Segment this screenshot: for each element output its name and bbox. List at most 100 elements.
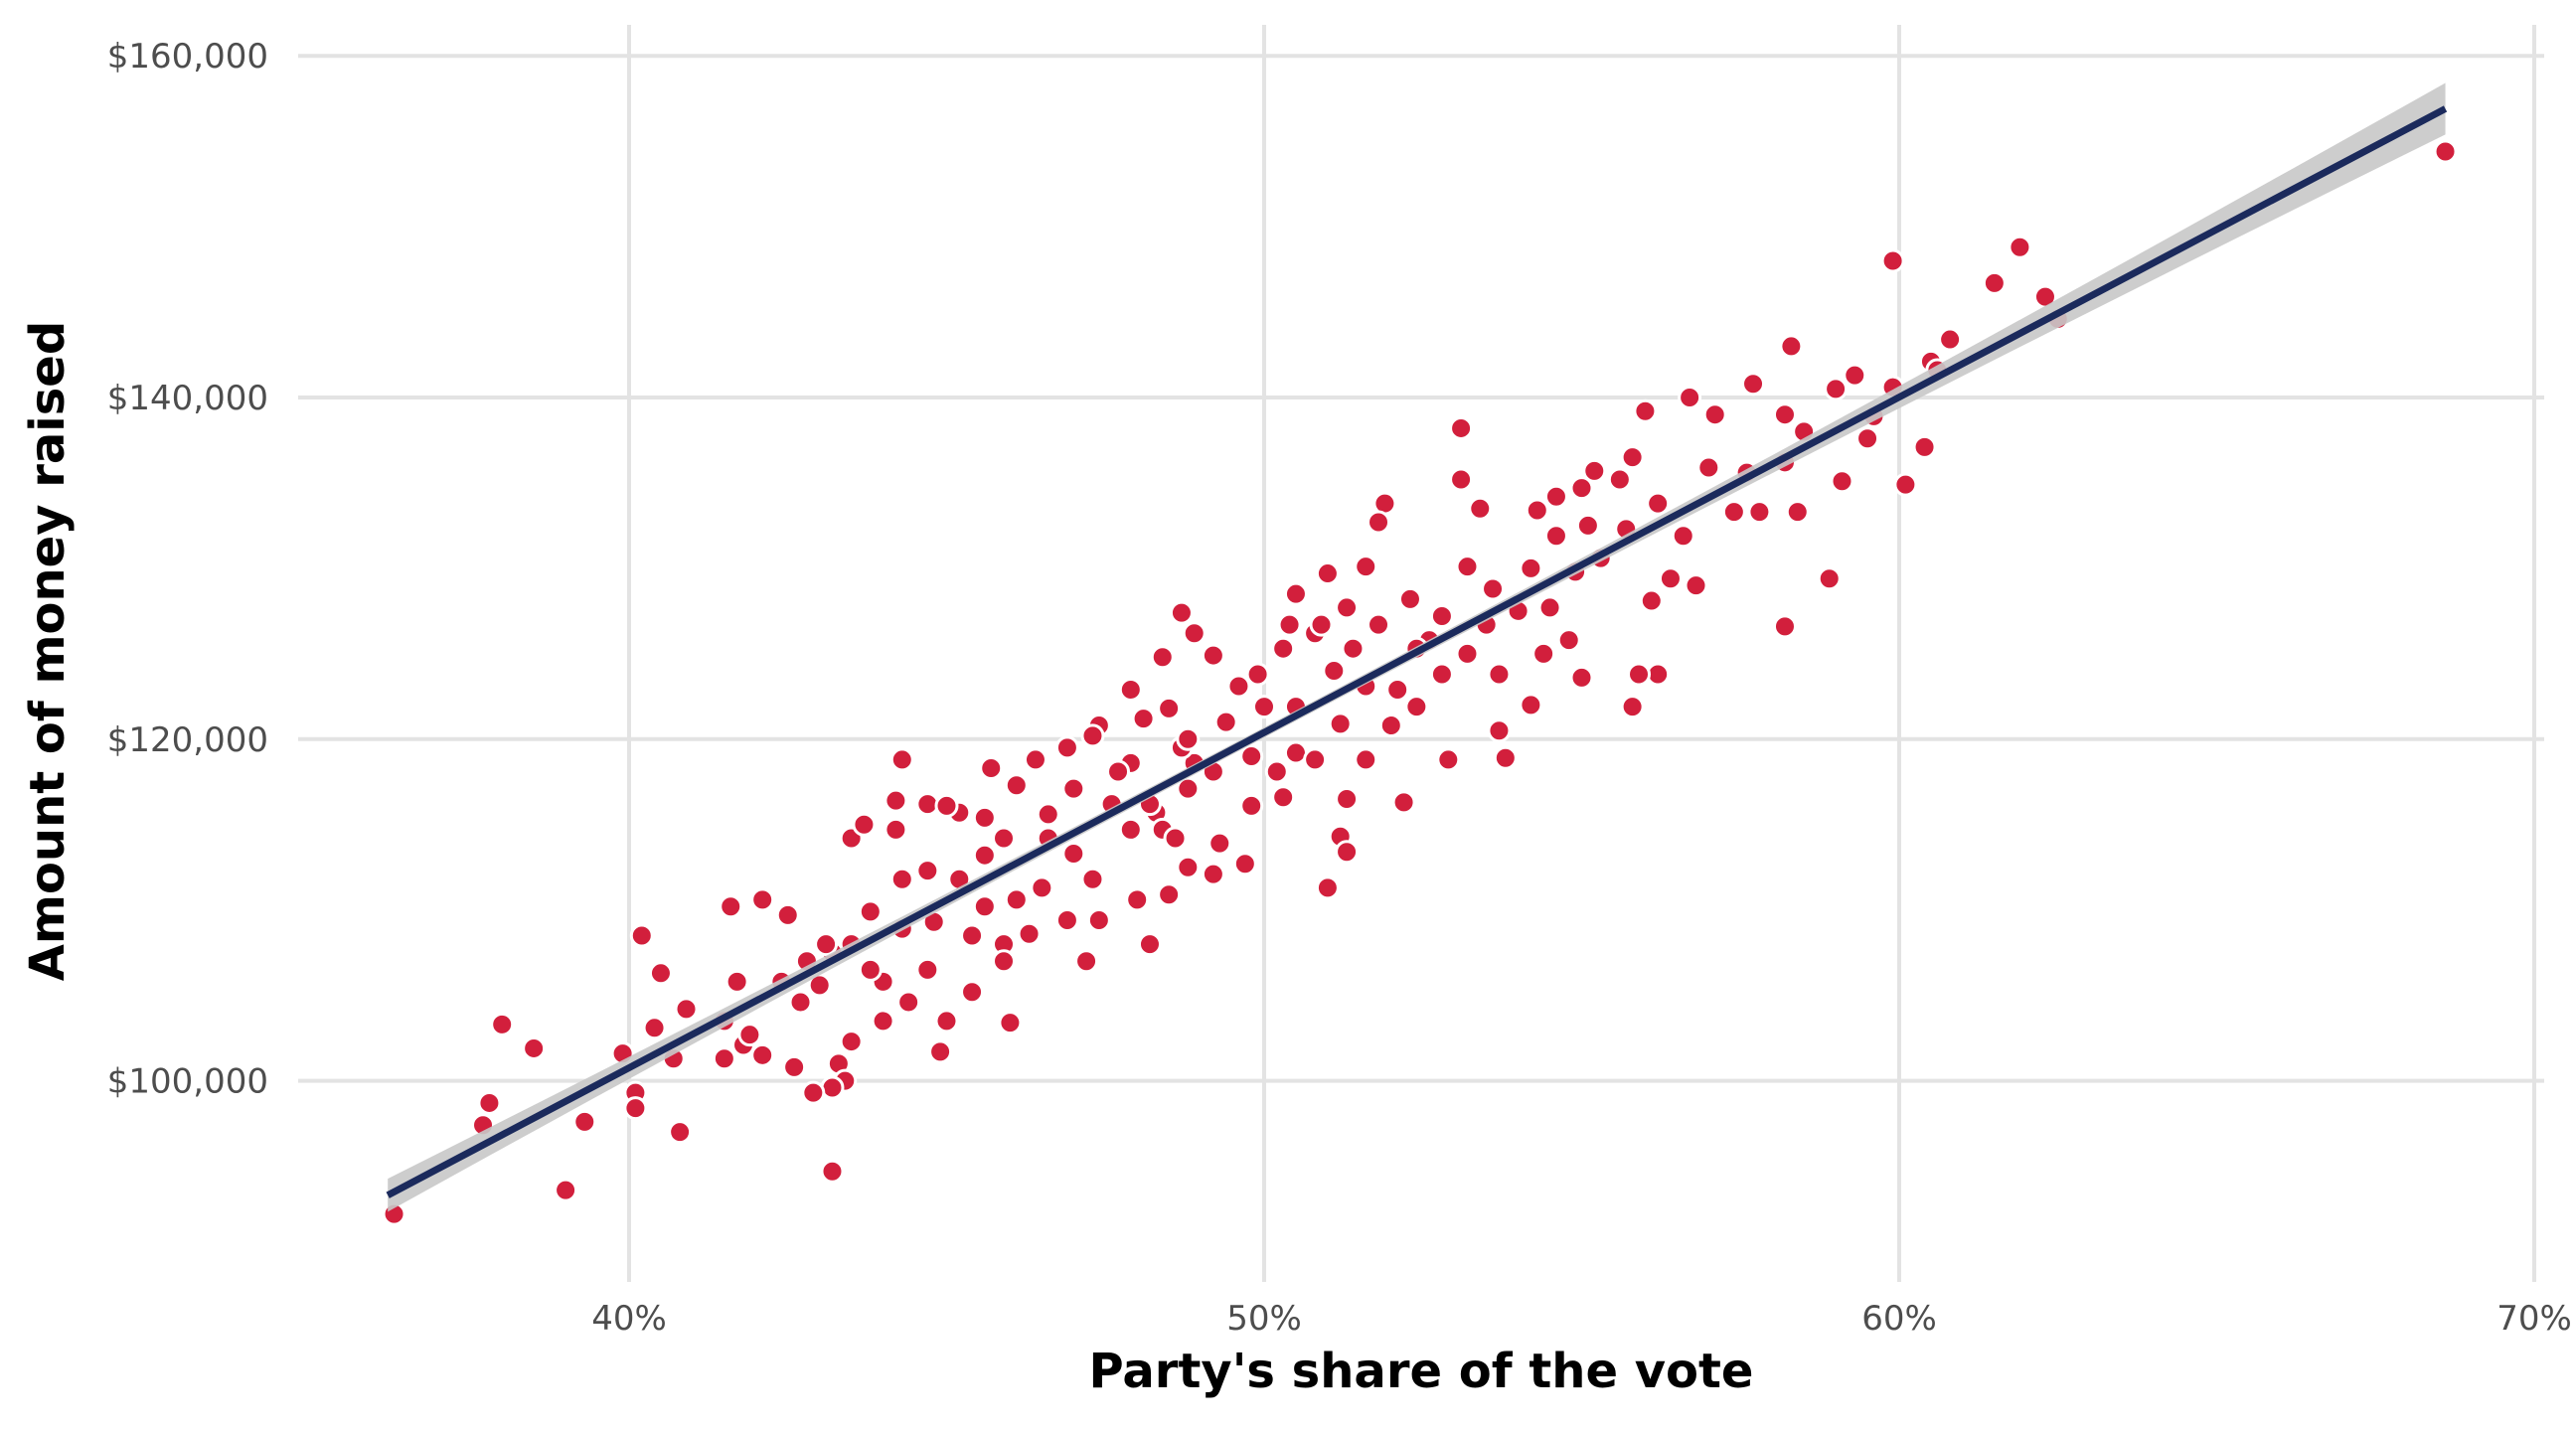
data-point [1061,841,1086,866]
data-point [801,1080,826,1105]
data-point [972,843,997,868]
data-point [1157,696,1182,720]
data-point [1525,498,1549,523]
data-point [1208,831,1232,856]
data-point [1702,402,1727,427]
data-point [1741,372,1766,397]
data-point [1633,398,1658,423]
data-point [960,980,985,1005]
data-point [1169,600,1194,625]
data-point [1303,747,1328,772]
data-point [1061,776,1086,801]
data-point [1074,949,1099,974]
data-point [992,826,1017,851]
data-point [1556,628,1581,653]
data-point [750,887,775,912]
data-point [648,961,673,986]
data-point [1176,855,1201,879]
data-point [2008,235,2032,259]
data-point [1385,677,1410,702]
data-point [1201,862,1225,886]
data-point [1543,484,1568,509]
data-point [884,817,908,842]
data-point [1239,743,1264,768]
data-point [1912,434,1937,459]
data-point [1519,556,1543,580]
data-point [1817,566,1842,591]
data-point [1620,445,1645,470]
data-point [750,1042,775,1067]
data-point [1131,707,1156,731]
data-point [889,747,914,772]
data-point [712,1046,736,1071]
data-point [1023,747,1047,772]
data-point [1354,555,1378,579]
data-point [1468,496,1493,521]
data-point [915,859,940,883]
data-point [1335,786,1360,811]
y-tick-label: $160,000 [107,37,268,77]
y-axis-ticks: $100,000 $120,000 $140,000 $160,000 [107,37,268,1101]
data-point [871,1009,895,1034]
y-axis-title: Amount of money raised [20,321,76,981]
data-point [1367,612,1391,637]
data-point [1309,612,1334,637]
data-point [674,997,699,1022]
data-point [477,1090,502,1115]
data-point [852,812,877,837]
data-point [1569,476,1594,501]
data-point [992,949,1017,974]
data-point [1531,641,1556,666]
data-point [1239,793,1264,818]
data-point [1391,790,1416,815]
data-point [820,1159,845,1184]
data-point [1232,852,1257,876]
data-point [1118,677,1143,702]
x-tick-label: 50% [1226,1299,1302,1339]
data-point [1639,588,1664,613]
data-point [1982,270,2007,295]
data-point [1004,773,1029,798]
x-tick-label: 60% [1861,1299,1937,1339]
data-point [928,1039,953,1064]
data-point [1487,718,1512,743]
data-point [934,793,959,818]
regression-fit [386,82,2448,1212]
data-point [998,1011,1023,1035]
data-point [623,1096,648,1121]
data-point [1519,693,1543,717]
data-point [1938,327,1963,352]
data-point [972,805,997,830]
x-axis-ticks: 40% 50% 60% 70% [591,1299,2572,1339]
data-point [1785,500,1810,525]
data-point [1137,932,1162,957]
data-point [1201,643,1225,668]
data-point [1537,595,1562,620]
data-point [1271,636,1296,661]
regression-line [386,105,2448,1198]
data-point [820,1075,845,1100]
data-point [1017,921,1042,946]
data-point [1054,908,1079,933]
data-point [1646,491,1671,516]
data-point [1721,500,1746,525]
data-point [1684,573,1708,598]
data-point [1030,875,1054,900]
data-point [915,957,940,982]
y-tick-label: $120,000 [107,720,268,760]
data-point [1824,377,1849,401]
data-point [1855,426,1880,451]
data-point [1213,710,1238,734]
data-point [1493,745,1518,770]
data-point [1830,469,1854,494]
data-point [1004,887,1029,912]
data-point [1328,712,1353,736]
data-point [1582,458,1607,483]
data-point [572,1109,597,1134]
data-point [1125,887,1150,912]
data-point [1404,695,1429,719]
data-point [1569,665,1594,690]
data-point [1176,726,1201,751]
x-tick-label: 40% [591,1299,667,1339]
